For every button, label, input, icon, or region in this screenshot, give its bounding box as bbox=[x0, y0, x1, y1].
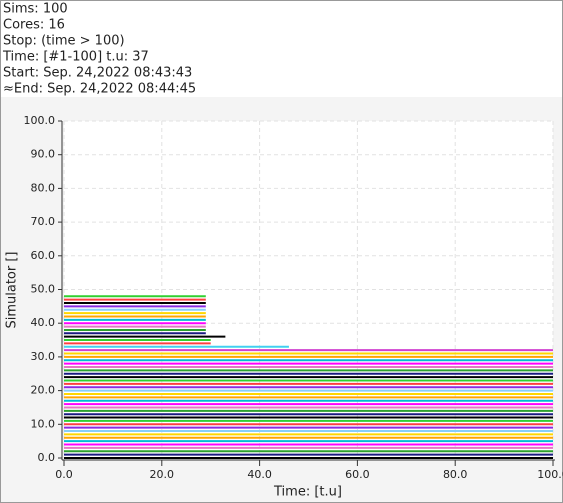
info-line: Time: [#1-100] t.u: 37 bbox=[2, 50, 149, 65]
y-tick-label: 80.0 bbox=[31, 181, 56, 194]
info-line: Stop: (time > 100) bbox=[3, 34, 125, 49]
x-tick-label: 0.0 bbox=[55, 468, 73, 481]
x-tick-label: 60.0 bbox=[345, 468, 370, 481]
info-line: Start: Sep. 24,2022 08:43:43 bbox=[3, 66, 192, 81]
y-tick-label: 100.0 bbox=[24, 114, 56, 127]
x-tick-label: 80.0 bbox=[443, 468, 468, 481]
y-axis-label: Simulator [] bbox=[5, 251, 20, 328]
y-tick-label: 90.0 bbox=[31, 148, 56, 161]
info-line: Cores: 16 bbox=[3, 18, 65, 33]
y-tick-label: 70.0 bbox=[31, 215, 56, 228]
y-tick-label: 30.0 bbox=[31, 350, 56, 363]
info-line: Sims: 100 bbox=[3, 2, 68, 17]
y-tick-label: 50.0 bbox=[31, 283, 56, 296]
y-tick-label: 40.0 bbox=[31, 316, 56, 329]
x-tick-label: 20.0 bbox=[150, 468, 175, 481]
info-line: ≈End: Sep. 24,2022 08:44:45 bbox=[3, 82, 196, 97]
y-tick-label: 60.0 bbox=[31, 249, 56, 262]
y-tick-label: 0.0 bbox=[38, 451, 56, 464]
x-tick-label: 40.0 bbox=[247, 468, 272, 481]
y-tick-label: 10.0 bbox=[31, 417, 56, 430]
y-tick-label: 20.0 bbox=[31, 384, 56, 397]
x-axis-label: Time: [t.u] bbox=[273, 485, 342, 500]
x-tick-label: 100.0 bbox=[537, 468, 563, 481]
